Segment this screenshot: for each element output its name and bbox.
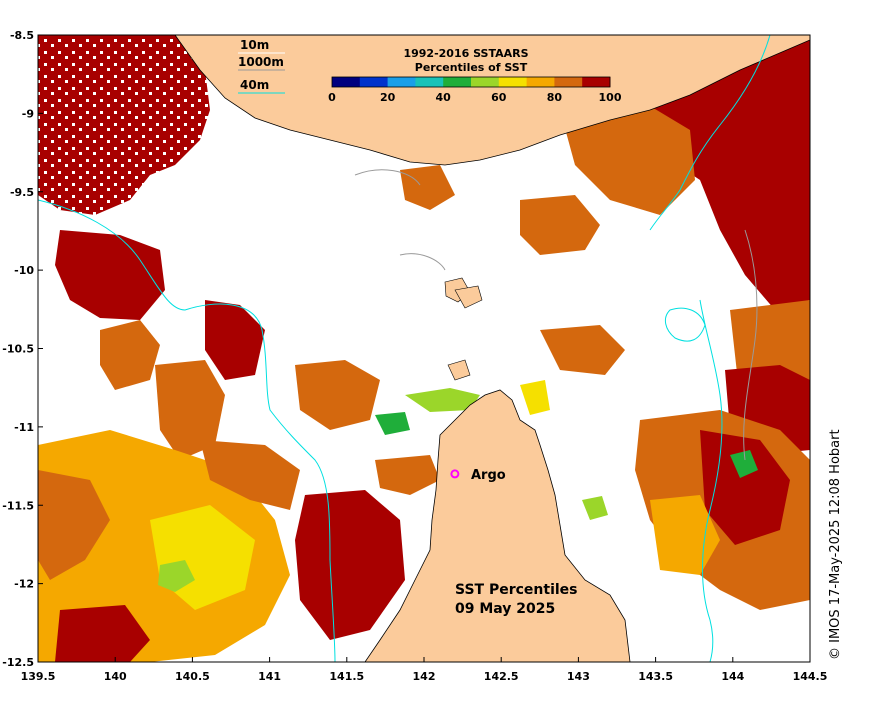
patch-warm-gulf — [375, 455, 440, 495]
x-tick-label: 143.5 — [638, 670, 673, 683]
colorbar-ticks: 0 20 40 60 80 100 — [328, 91, 622, 104]
colorbar-tick-label: 20 — [380, 91, 396, 104]
patch-hot-south — [55, 605, 150, 662]
depth-legend: 10m 1000m 40m — [238, 38, 285, 94]
plot-area: 10m 1000m 40m 1992-2016 SSTAARS Percenti… — [38, 35, 810, 662]
depth-label-10m: 10m — [240, 38, 269, 52]
patch-green-strait-2 — [375, 412, 410, 435]
contour-1000m-east — [743, 229, 758, 461]
colorbar-bin-8 — [554, 77, 583, 87]
colorbar-tick-label: 0 — [328, 91, 336, 104]
patch-speckle-nw — [38, 35, 208, 215]
x-tick-label: 142.5 — [484, 670, 519, 683]
map-title-line1: SST Percentiles — [455, 582, 578, 598]
y-tick-label: -9.5 — [10, 186, 34, 199]
y-tick-label: -8.5 — [10, 29, 34, 42]
y-axis: -8.5 -9 -9.5 -10 -10.5 -11 -11.5 -12 -12.5 — [2, 29, 43, 669]
x-tick-label: 140.5 — [175, 670, 210, 683]
patch-warm-west — [100, 320, 160, 390]
patch-green-south — [158, 560, 195, 592]
x-tick-label: 141.5 — [329, 670, 364, 683]
colorbar-tick-label: 80 — [547, 91, 563, 104]
argo-float-icon[interactable] — [450, 469, 460, 479]
contour-40m-reef — [664, 307, 706, 342]
colorbar-title-line1: 1992-2016 SSTAARS — [403, 47, 528, 60]
map-title-line2: 09 May 2025 — [455, 601, 555, 617]
x-tick-label: 140 — [104, 670, 127, 683]
y-tick-label: -11.5 — [2, 499, 34, 512]
x-tick-label: 144.5 — [793, 670, 828, 683]
land-cape-york — [364, 389, 631, 662]
y-tick-label: -12 — [14, 578, 34, 591]
argo-label: Argo — [471, 468, 506, 483]
land — [174, 35, 810, 662]
argo-marker[interactable]: Argo — [450, 468, 506, 483]
patch-warm-center-north — [400, 165, 455, 210]
sst-patches — [38, 35, 810, 662]
patch-hot-northeast — [645, 35, 810, 310]
x-tick-label: 139.5 — [21, 670, 56, 683]
land-island-3 — [447, 359, 471, 381]
colorbar-bin-4 — [443, 77, 472, 87]
contour-1000m-gulf — [354, 169, 446, 271]
colorbar-bin-1 — [359, 77, 389, 87]
colorbar-outline — [331, 76, 611, 88]
patch-warm-east-mid — [540, 325, 625, 375]
colorbar-bin-5 — [471, 77, 500, 87]
contour-40m-east — [649, 35, 771, 662]
y-tick-label: -10.5 — [2, 343, 34, 356]
patch-hot-southeast — [700, 430, 790, 545]
x-tick-label: 144 — [721, 670, 744, 683]
y-tick-label: -10 — [14, 264, 34, 277]
depth-label-40m: 40m — [240, 78, 269, 92]
patch-warm-center-east — [520, 195, 600, 255]
colorbar-bin-7 — [526, 77, 555, 87]
patch-yellow-strait — [520, 380, 550, 415]
imos-credit: © IMOS 17-May-2025 12:08 Hobart — [828, 429, 843, 660]
contour-40m-west — [38, 199, 336, 662]
x-axis: 139.5 140 140.5 141 141.5 142 142.5 143 143.5 144… — [21, 657, 828, 683]
patch-hot-northwest-2 — [55, 230, 165, 320]
colorbar-tick-label: 40 — [436, 91, 452, 104]
patch-hot-west-mid — [205, 300, 265, 380]
bathymetry-contours — [38, 35, 771, 662]
y-tick-label: -12.5 — [2, 656, 34, 669]
patch-green-southeast-2 — [582, 496, 608, 520]
patch-warm-southwest — [38, 470, 110, 580]
patch-green-southeast — [730, 450, 758, 478]
x-tick-label: 143 — [567, 670, 590, 683]
patch-hot-south-2 — [295, 490, 405, 640]
patch-warm-center-west — [155, 360, 225, 460]
land-island-2 — [454, 285, 483, 309]
colorbar-bins — [332, 77, 611, 87]
colorbar-bin-2 — [387, 77, 416, 87]
colorbar-bin-9 — [582, 77, 611, 87]
y-tick-label: -11 — [14, 421, 34, 434]
colorbar-bin-3 — [415, 77, 444, 87]
colorbar-bin-6 — [498, 77, 528, 87]
land-new-guinea — [174, 35, 810, 166]
y-tick-label: -9 — [22, 107, 34, 120]
percentile-colorbar: 1992-2016 SSTAARS Percentiles of SST 0 20… — [328, 47, 622, 104]
colorbar-title-line2: Percentiles of SST — [415, 61, 528, 74]
patch-warm-south — [200, 440, 300, 510]
depth-label-1000m: 1000m — [238, 55, 284, 69]
colorbar-tick-label: 60 — [491, 91, 507, 104]
colorbar-tick-label: 100 — [599, 91, 622, 104]
patch-warm-northeast — [560, 100, 695, 215]
x-tick-label: 141 — [258, 670, 281, 683]
patch-warm-center — [295, 360, 380, 430]
colorbar-bin-0 — [332, 77, 361, 87]
x-tick-label: 142 — [413, 670, 436, 683]
patch-green-strait — [405, 388, 480, 412]
